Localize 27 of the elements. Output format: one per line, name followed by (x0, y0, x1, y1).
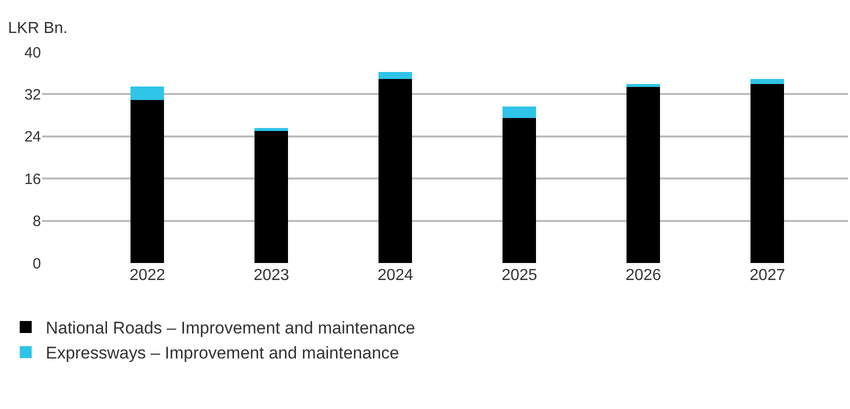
bar (750, 84, 784, 263)
x-tick-label: 2025 (502, 267, 538, 284)
bar (378, 78, 412, 263)
y-tick-label: 24 (24, 128, 41, 146)
x-tick-label: 2026 (626, 267, 662, 284)
x-tick-label: 2027 (750, 267, 786, 284)
y-tick-label: 16 (24, 170, 41, 188)
bar (626, 84, 660, 87)
x-tick-label: 2022 (130, 267, 166, 284)
bar (750, 78, 784, 84)
legend-label: National Roads – Improvement and maintenance (46, 318, 416, 338)
y-axis-title: LKR Bn. (8, 20, 68, 37)
bar (254, 128, 288, 132)
bar (254, 131, 288, 263)
y-tick-label: 8 (32, 213, 41, 230)
x-tick-label: 2023 (254, 267, 290, 284)
bar (626, 86, 660, 263)
legend-label: Expressways – Improvement and maintenance (46, 344, 400, 363)
bar (130, 100, 164, 263)
y-tick-label: 32 (24, 86, 41, 104)
x-tick-label: 2024 (378, 267, 414, 284)
bar (502, 118, 536, 263)
bar (502, 106, 536, 118)
bar (130, 86, 164, 100)
y-tick-label: 0 (32, 255, 41, 272)
y-tick-label: 40 (24, 44, 41, 62)
bar (378, 72, 412, 79)
